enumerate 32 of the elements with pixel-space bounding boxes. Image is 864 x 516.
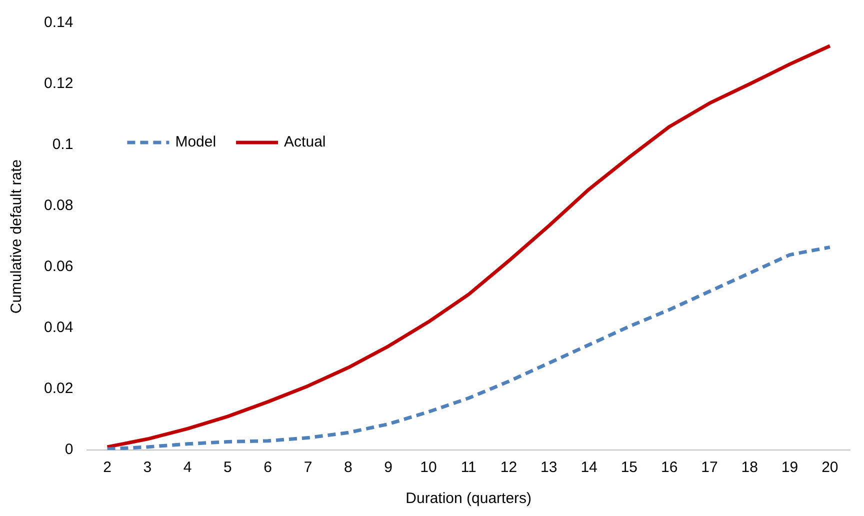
y-tick-label: 0.1 xyxy=(52,136,74,154)
y-axis-title: Cumulative default rate xyxy=(8,159,26,314)
x-tick-label: 14 xyxy=(580,459,598,476)
y-tick-label: 0.12 xyxy=(44,75,74,92)
x-tick-label: 7 xyxy=(304,459,312,476)
x-tick-label: 8 xyxy=(344,459,352,476)
legend-label: Model xyxy=(175,134,216,151)
x-tick-label: 12 xyxy=(500,459,518,476)
x-tick-label: 17 xyxy=(701,459,718,476)
x-tick-label: 9 xyxy=(384,459,392,476)
x-tick-label: 20 xyxy=(822,459,838,476)
x-tick-label: 6 xyxy=(264,459,272,476)
y-tick-label: 0.08 xyxy=(44,197,74,214)
y-tick-label: 0.14 xyxy=(44,14,74,32)
y-tick-label: 0.02 xyxy=(44,380,74,398)
line-series xyxy=(106,245,832,450)
x-tick-label: 15 xyxy=(620,459,638,476)
x-tick-label: 3 xyxy=(143,459,152,476)
x-tick-label: 4 xyxy=(183,459,192,476)
y-tick-label: 0.04 xyxy=(44,319,74,336)
x-tick-label: 18 xyxy=(741,459,758,476)
x-tick-label: 19 xyxy=(781,459,798,476)
x-axis-title: Duration (quarters) xyxy=(406,490,532,508)
x-tick-label: 10 xyxy=(420,459,437,476)
x-tick-label: 16 xyxy=(660,459,678,476)
x-tick-label: 5 xyxy=(224,459,232,476)
x-tick-label: 13 xyxy=(540,459,558,476)
x-tick-label: 11 xyxy=(460,459,476,476)
legend-label: Actual xyxy=(284,134,326,151)
y-tick-label: 0.06 xyxy=(44,258,74,276)
y-tick-label: 0 xyxy=(64,441,74,458)
x-tick-label: 2 xyxy=(103,459,112,476)
